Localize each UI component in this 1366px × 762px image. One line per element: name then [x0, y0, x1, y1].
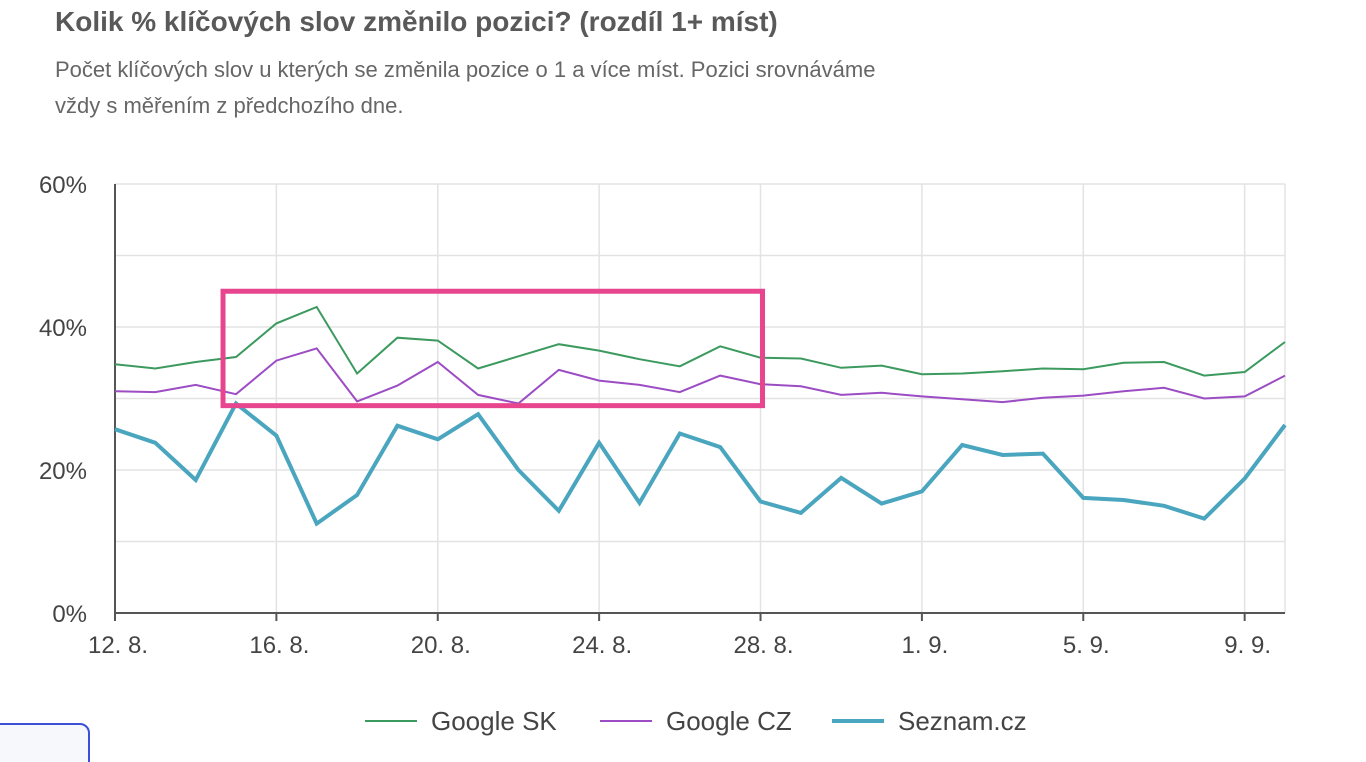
series-line-google-sk	[114, 305, 1286, 377]
x-tick-label: 5. 9.	[1063, 632, 1110, 659]
grid-lines	[115, 183, 1286, 613]
x-tick-label: 12. 8.	[88, 632, 148, 659]
x-tick-label: 1. 9.	[902, 632, 949, 659]
y-tick-label: 40%	[39, 315, 87, 342]
chart-subtitle: Počet klíčových slov u kterých se změnil…	[55, 52, 1015, 124]
series-line-google-cz	[114, 347, 1286, 405]
x-tick-label: 28. 8.	[733, 632, 793, 659]
legend: Google SK Google CZ Seznam.cz	[365, 706, 1027, 736]
y-tick-label: 20%	[39, 458, 87, 485]
y-axis-tick-labels: 0% 20% 40% 60%	[39, 172, 87, 628]
x-tick-label: 20. 8.	[411, 632, 471, 659]
chart-title: Kolik % klíčových slov změnilo pozici? (…	[55, 6, 778, 37]
chart-subtitle-line-1: Počet klíčových slov u kterých se změnil…	[55, 57, 876, 82]
x-tick-label: 9. 9.	[1224, 632, 1271, 659]
x-tick-label: 16. 8.	[249, 632, 309, 659]
chart-subtitle-line-2: vždy s měřením z předchozího dne.	[55, 93, 404, 118]
y-tick-label: 0%	[52, 601, 87, 628]
x-axis-tick-labels: 12. 8. 16. 8. 20. 8. 24. 8. 28. 8. 1. 9. 5. 9.…	[88, 632, 1271, 659]
legend-label: Google CZ	[666, 706, 792, 736]
corner-widget[interactable]	[0, 723, 90, 762]
series-line-seznam-cz	[114, 400, 1287, 527]
legend-label: Google SK	[431, 706, 557, 736]
y-tick-label: 60%	[39, 172, 87, 199]
series-lines	[114, 305, 1287, 527]
x-tick-label: 24. 8.	[572, 632, 632, 659]
highlight-rectangle	[220, 288, 766, 409]
annotations	[220, 288, 766, 409]
axes	[114, 184, 1285, 621]
legend-label: Seznam.cz	[898, 706, 1027, 736]
